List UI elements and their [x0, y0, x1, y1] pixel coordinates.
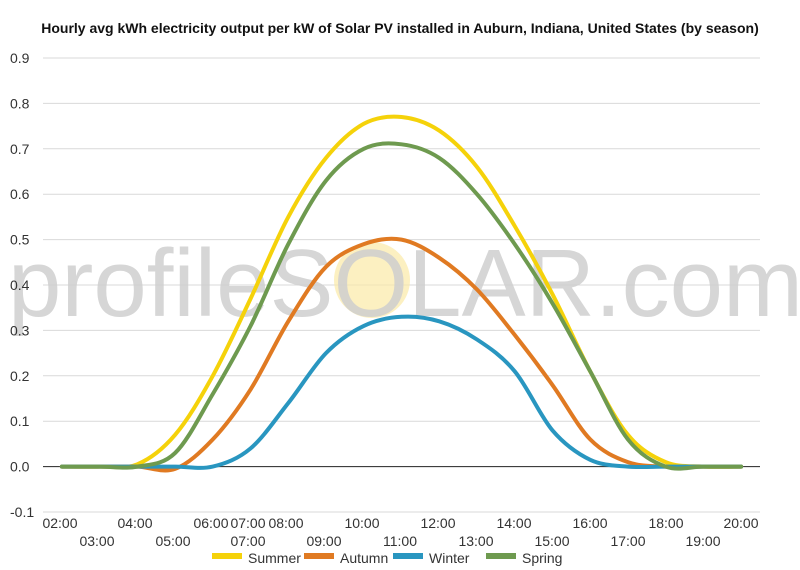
series-line-autumn — [59, 236, 744, 473]
x-tick-label: 04:00 — [117, 515, 152, 531]
x-tick-label: 11:00 — [383, 533, 417, 549]
series-line-spring — [59, 141, 744, 471]
x-tick-label: 19:00 — [685, 533, 720, 549]
y-tick-label: 0.9 — [10, 50, 30, 66]
x-tick-label: 14:00 — [496, 515, 531, 531]
x-tick-label: 03:00 — [79, 533, 114, 549]
series-line-summer — [59, 114, 744, 470]
y-tick-label: 0.4 — [10, 277, 30, 293]
y-tick-label: 0.8 — [10, 95, 30, 111]
y-tick-label: 0.6 — [10, 186, 30, 202]
x-tick-label: 07:00 — [230, 533, 265, 549]
y-tick-label: 0.2 — [10, 368, 30, 384]
legend-label-autumn: Autumn — [340, 550, 388, 566]
legend-swatch-autumn — [304, 553, 334, 559]
y-axis-ticks: 0.9 0.8 0.7 0.6 0.5 0.4 0.3 0.2 0.1 0.0 -0.1 — [10, 50, 34, 520]
legend-label-summer: Summer — [248, 550, 301, 566]
x-tick-label: 07:00 — [230, 515, 265, 531]
watermark: profileSOLAR.com — [8, 230, 800, 337]
x-tick-label: 05:00 — [155, 533, 190, 549]
x-tick-label: 10:00 — [344, 515, 379, 531]
x-tick-label: 20:00 — [723, 515, 758, 531]
y-tick-label: 0.7 — [10, 141, 30, 157]
chart-title: Hourly avg kWh electricity output per kW… — [41, 20, 758, 36]
series-lines — [59, 114, 744, 473]
legend-swatch-summer — [212, 553, 242, 559]
x-tick-label: 08:00 — [268, 515, 303, 531]
x-tick-label: 02:00 — [42, 515, 77, 531]
y-tick-label: 0.3 — [10, 322, 30, 338]
legend-swatch-spring — [486, 553, 516, 559]
watermark-sun-icon — [334, 242, 410, 318]
x-tick-label: 06:00 — [193, 515, 228, 531]
legend-label-spring: Spring — [522, 550, 562, 566]
legend: Summer Autumn Winter Spring — [212, 550, 562, 566]
y-tick-label: -0.1 — [10, 504, 34, 520]
x-tick-label: 17:00 — [610, 533, 645, 549]
y-tick-label: 0.1 — [10, 413, 30, 429]
watermark-text: profileSOLAR.com — [8, 230, 800, 337]
x-tick-label: 15:00 — [534, 533, 569, 549]
series-line-winter — [59, 314, 744, 470]
x-tick-label: 09:00 — [306, 533, 341, 549]
legend-swatch-winter — [393, 553, 423, 559]
x-tick-label: 18:00 — [648, 515, 683, 531]
x-tick-label: 13:00 — [458, 533, 493, 549]
x-tick-label: 12:00 — [420, 515, 455, 531]
legend-label-winter: Winter — [429, 550, 470, 566]
y-tick-label: 0.5 — [10, 232, 30, 248]
y-tick-label: 0.0 — [10, 459, 30, 475]
x-axis-ticks: 02:00 04:00 06:00 07:00 08:00 10:00 12:00 14:00… — [42, 515, 758, 549]
x-tick-label: 16:00 — [572, 515, 607, 531]
